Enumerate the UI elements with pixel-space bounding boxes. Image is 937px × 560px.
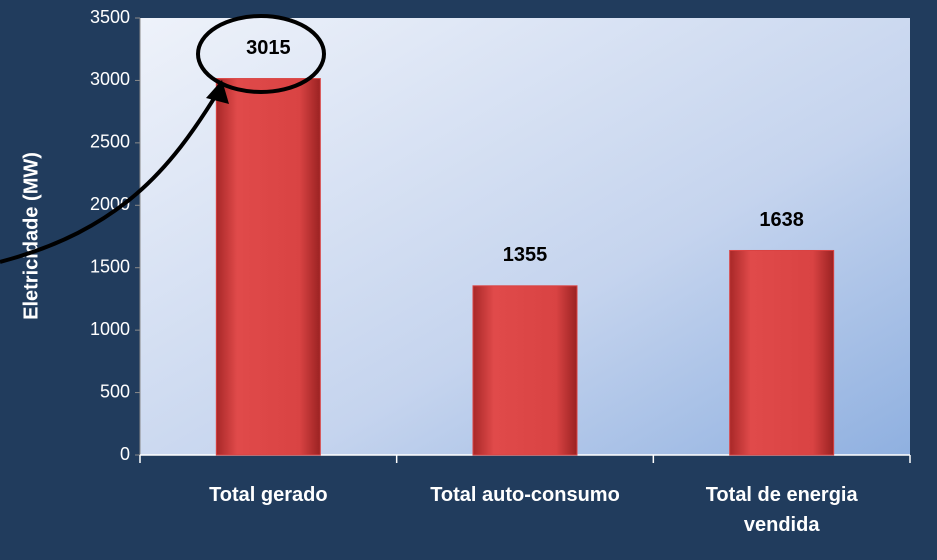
x-tick-label: Total auto-consumo: [430, 484, 620, 506]
data-label: 1355: [503, 244, 548, 266]
arrow-head: [206, 80, 229, 104]
y-tick-label: 3500: [90, 7, 130, 27]
data-label: 3015: [246, 37, 291, 59]
y-tick-label: 1000: [90, 319, 130, 339]
y-tick-label: 500: [100, 381, 130, 401]
bar: [472, 285, 578, 456]
y-tick-label: 1500: [90, 256, 130, 276]
bar: [215, 78, 321, 456]
y-axis-label: Eletricidade (MW): [20, 152, 42, 320]
bar: [729, 249, 835, 456]
data-label: 1638: [759, 209, 804, 231]
annotation-arrow: [0, 90, 220, 264]
x-tick-label: Total gerado: [209, 484, 328, 506]
y-tick-label: 3000: [90, 69, 130, 89]
annotation-circle: [196, 14, 326, 94]
y-tick-label: 2500: [90, 132, 130, 152]
x-tick-label: Total de energia vendida: [705, 484, 858, 536]
y-tick-label: 0: [120, 444, 130, 464]
